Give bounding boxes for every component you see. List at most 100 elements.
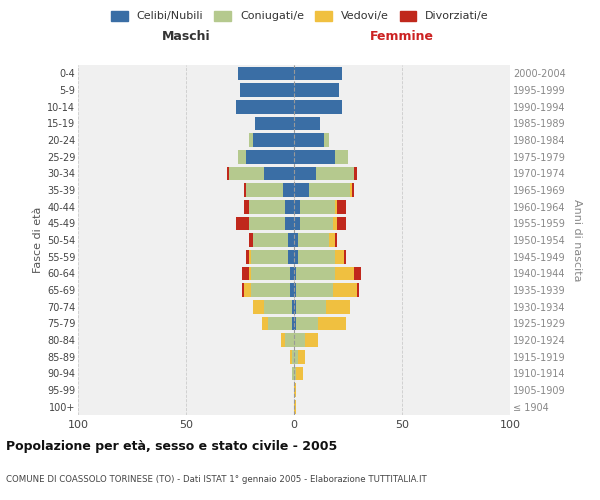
Bar [253, 233, 287, 247]
Bar [335, 200, 337, 213]
Bar [253, 300, 264, 314]
Bar [298, 250, 335, 264]
Bar [324, 133, 329, 147]
Bar [294, 216, 301, 230]
Bar [248, 133, 253, 147]
Bar [286, 333, 294, 347]
Bar [255, 116, 294, 130]
Bar [287, 250, 294, 264]
Bar [333, 283, 356, 297]
Bar [248, 216, 286, 230]
Bar [294, 350, 298, 364]
Bar [294, 116, 320, 130]
Bar [294, 150, 335, 164]
Y-axis label: Anni di nascita: Anni di nascita [572, 198, 583, 281]
Bar [292, 316, 294, 330]
Bar [296, 316, 318, 330]
Bar [335, 250, 344, 264]
Bar [294, 200, 301, 213]
Bar [294, 316, 296, 330]
Bar [301, 200, 335, 213]
Bar [247, 250, 248, 264]
Bar [352, 183, 355, 197]
Bar [294, 183, 309, 197]
Bar [294, 233, 298, 247]
Bar [294, 100, 341, 114]
Bar [335, 233, 337, 247]
Bar [318, 316, 346, 330]
Bar [294, 383, 296, 397]
Bar [296, 266, 335, 280]
Bar [268, 316, 292, 330]
Bar [248, 200, 286, 213]
Bar [337, 216, 346, 230]
Bar [294, 333, 305, 347]
Legend: Celibi/Nubili, Coniugati/e, Vedovi/e, Divorziati/e: Celibi/Nubili, Coniugati/e, Vedovi/e, Di… [111, 10, 489, 22]
Bar [238, 150, 247, 164]
Bar [247, 150, 294, 164]
Bar [248, 250, 251, 264]
Bar [283, 183, 294, 197]
Text: Femmine: Femmine [370, 30, 434, 43]
Bar [292, 350, 294, 364]
Bar [240, 83, 294, 97]
Bar [286, 216, 294, 230]
Bar [264, 166, 294, 180]
Bar [305, 333, 318, 347]
Bar [290, 350, 292, 364]
Bar [296, 283, 333, 297]
Bar [344, 250, 346, 264]
Bar [229, 166, 264, 180]
Bar [356, 283, 359, 297]
Bar [294, 133, 324, 147]
Bar [244, 200, 248, 213]
Bar [335, 266, 355, 280]
Bar [337, 200, 346, 213]
Bar [309, 183, 350, 197]
Bar [294, 266, 296, 280]
Bar [355, 266, 361, 280]
Bar [316, 166, 355, 180]
Bar [251, 250, 287, 264]
Bar [294, 400, 296, 413]
Bar [244, 283, 251, 297]
Bar [248, 233, 253, 247]
Bar [227, 166, 229, 180]
Bar [292, 366, 294, 380]
Bar [242, 283, 244, 297]
Bar [296, 300, 326, 314]
Bar [326, 300, 350, 314]
Bar [248, 266, 251, 280]
Bar [290, 266, 294, 280]
Bar [264, 300, 292, 314]
Bar [236, 100, 294, 114]
Bar [294, 83, 340, 97]
Bar [286, 200, 294, 213]
Bar [287, 233, 294, 247]
Bar [262, 316, 268, 330]
Bar [242, 266, 248, 280]
Bar [355, 166, 356, 180]
Bar [238, 66, 294, 80]
Bar [290, 283, 294, 297]
Y-axis label: Fasce di età: Fasce di età [32, 207, 43, 273]
Bar [251, 266, 290, 280]
Bar [298, 350, 305, 364]
Bar [294, 250, 298, 264]
Bar [294, 166, 316, 180]
Bar [294, 300, 296, 314]
Bar [333, 216, 337, 230]
Bar [251, 283, 290, 297]
Bar [335, 150, 348, 164]
Bar [247, 183, 283, 197]
Text: COMUNE DI COASSOLO TORINESE (TO) - Dati ISTAT 1° gennaio 2005 - Elaborazione TUT: COMUNE DI COASSOLO TORINESE (TO) - Dati … [6, 476, 427, 484]
Bar [292, 300, 294, 314]
Text: Maschi: Maschi [161, 30, 211, 43]
Bar [301, 216, 333, 230]
Text: Popolazione per età, sesso e stato civile - 2005: Popolazione per età, sesso e stato civil… [6, 440, 337, 453]
Bar [298, 233, 329, 247]
Bar [350, 183, 352, 197]
Bar [329, 233, 335, 247]
Bar [294, 283, 296, 297]
Bar [294, 366, 296, 380]
